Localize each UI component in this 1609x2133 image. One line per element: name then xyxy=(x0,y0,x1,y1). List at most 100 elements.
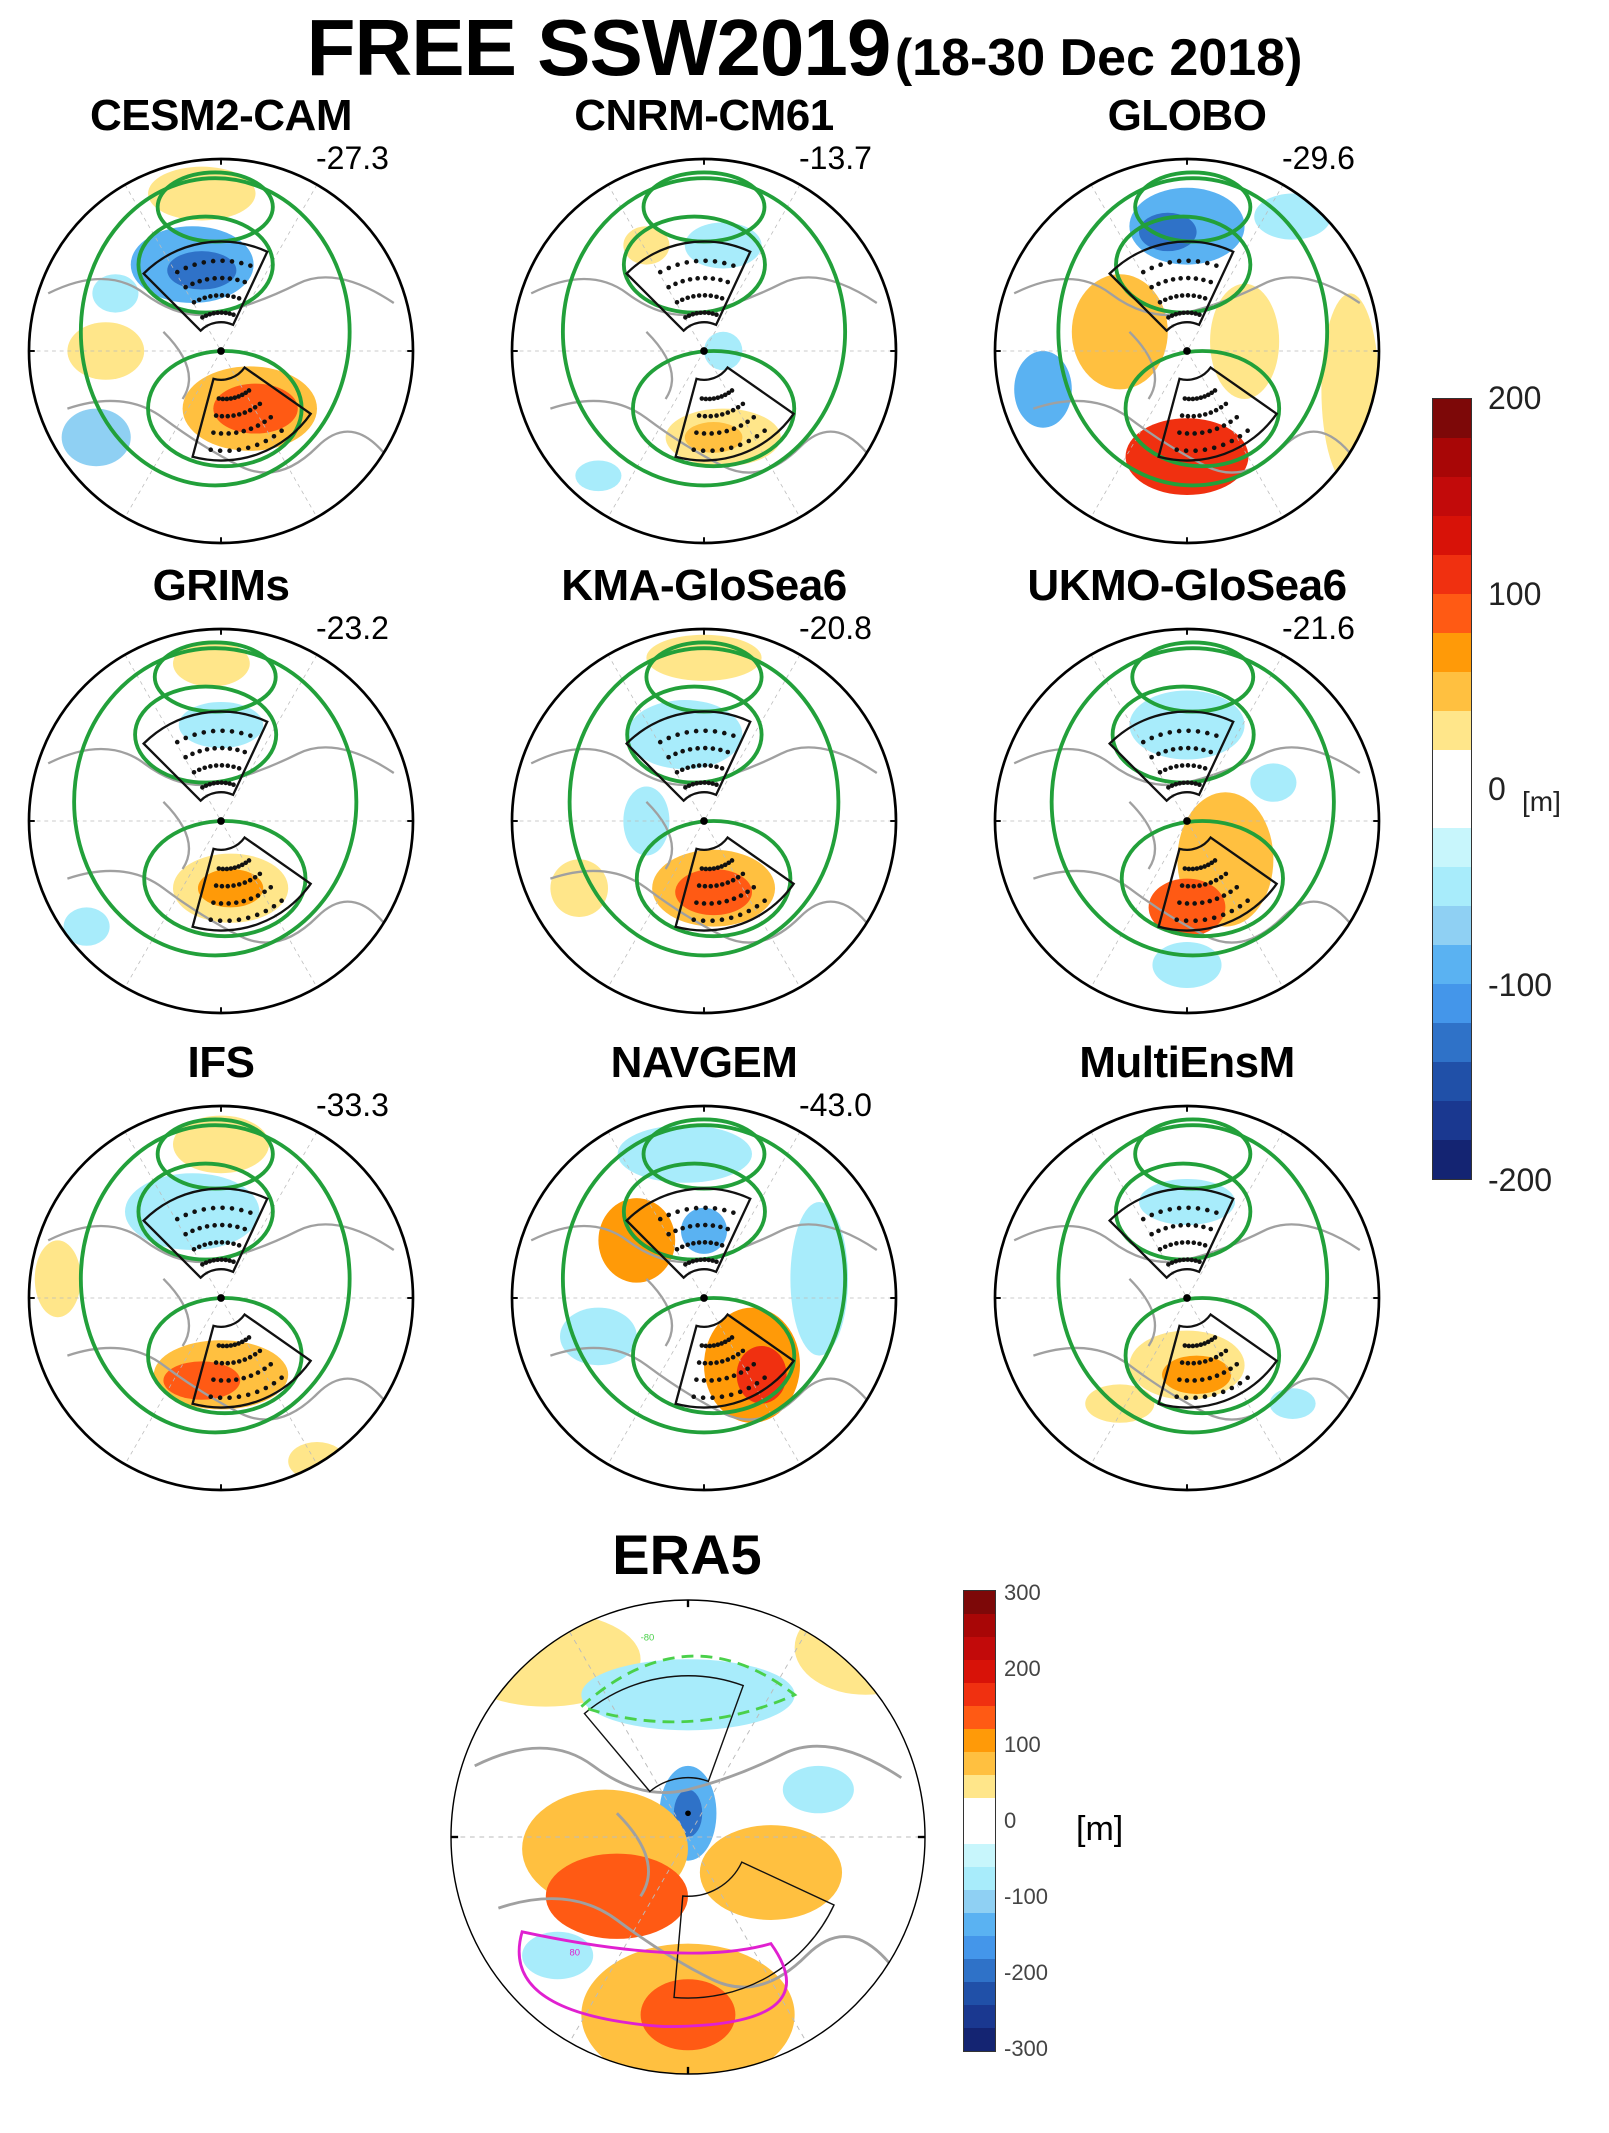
significance-dot xyxy=(248,1210,253,1215)
panel-title: UKMO-GloSea6 xyxy=(1027,561,1347,610)
significance-dot xyxy=(683,1262,688,1267)
significance-dot xyxy=(279,1375,284,1381)
significance-dot xyxy=(715,865,721,870)
significance-dot xyxy=(210,1205,216,1211)
polar-map xyxy=(510,627,898,1015)
significance-dot xyxy=(695,1223,700,1228)
significance-dot xyxy=(1229,1385,1235,1391)
significance-dot xyxy=(1179,413,1185,418)
significance-dot xyxy=(745,1366,750,1372)
significance-dot xyxy=(725,1226,731,1232)
significance-dot xyxy=(696,1360,702,1365)
significance-dot xyxy=(685,295,691,301)
colorbar-tick-label: 0 xyxy=(1488,771,1506,807)
significance-dot xyxy=(718,747,723,753)
contour-line xyxy=(631,349,797,469)
era5-map: -80 80 xyxy=(450,1599,926,2075)
significance-dot xyxy=(236,1359,242,1364)
significance-dot xyxy=(684,730,690,735)
north-pole-marker xyxy=(685,1810,691,1817)
significance-dot xyxy=(1189,1257,1194,1263)
significance-dot xyxy=(731,1373,737,1379)
significance-dot xyxy=(1199,430,1205,435)
significance-dot xyxy=(1193,918,1198,924)
significance-dot xyxy=(1182,1343,1188,1348)
significance-dot xyxy=(246,388,252,393)
colorbar-bin xyxy=(1433,672,1471,711)
significance-dot xyxy=(235,747,240,753)
significance-dot xyxy=(1197,413,1202,418)
significance-dot xyxy=(666,1231,671,1237)
significance-dot xyxy=(751,1361,757,1367)
anomaly-shading xyxy=(623,226,670,265)
region-sector-box xyxy=(673,1861,835,1999)
significance-dot xyxy=(1185,1257,1190,1262)
significance-dot xyxy=(1208,279,1214,285)
significance-dot xyxy=(680,748,685,754)
meridian-line xyxy=(124,654,318,988)
north-pole-marker xyxy=(700,347,708,355)
significance-dot xyxy=(719,1243,725,1248)
significance-dot xyxy=(716,1377,722,1382)
significance-dot xyxy=(1197,764,1202,770)
significance-dot xyxy=(718,1224,723,1230)
significance-dot xyxy=(703,866,709,872)
significance-dot xyxy=(227,311,232,316)
significance-dot xyxy=(1173,311,1179,317)
significance-dot xyxy=(687,277,693,282)
region-sector-box xyxy=(1157,365,1279,462)
significance-dot xyxy=(1167,1207,1173,1212)
significance-dot xyxy=(715,395,721,400)
significance-dot xyxy=(262,889,267,895)
significance-dot xyxy=(226,901,231,906)
significance-dot xyxy=(229,1206,235,1211)
region-sector-box xyxy=(1107,710,1235,803)
significance-dot xyxy=(683,315,688,320)
significance-dot xyxy=(729,388,735,393)
north-pole-marker xyxy=(217,347,225,355)
significance-dot xyxy=(696,1240,702,1245)
significance-dot xyxy=(211,1377,216,1382)
significance-dot xyxy=(735,404,741,410)
significance-dot xyxy=(1162,1244,1168,1250)
significance-dot xyxy=(1174,1394,1180,1400)
significance-dot xyxy=(1228,1366,1233,1372)
significance-dot xyxy=(1158,262,1163,268)
significance-dot xyxy=(696,293,702,298)
significance-dot xyxy=(183,735,189,741)
significance-dot xyxy=(711,866,717,871)
significance-dot xyxy=(197,1225,202,1231)
significance-dot xyxy=(236,296,242,301)
significance-dot xyxy=(211,430,216,435)
significance-dot xyxy=(1202,864,1207,869)
significance-dot xyxy=(1193,1395,1198,1401)
significance-dot xyxy=(233,430,239,435)
significance-dot xyxy=(271,433,277,439)
significance-dot xyxy=(1173,781,1179,787)
significance-dot xyxy=(1197,1241,1202,1247)
significance-dot xyxy=(719,394,724,399)
panel-title: GLOBO xyxy=(1107,91,1267,140)
north-pole-marker xyxy=(700,1294,708,1302)
significance-dot xyxy=(721,1207,727,1213)
panel-value: -21.6 xyxy=(1282,610,1355,646)
significance-dot xyxy=(1245,898,1250,904)
significance-dot xyxy=(190,281,195,287)
significance-dot xyxy=(1174,764,1179,769)
significance-dot xyxy=(1218,404,1224,410)
significance-dot xyxy=(1157,299,1163,305)
contour-label: -80 xyxy=(641,1632,655,1643)
significance-dot xyxy=(702,1257,707,1262)
significance-dot xyxy=(1179,883,1185,888)
significance-dot xyxy=(710,448,715,454)
colorbar-bin xyxy=(964,1775,995,1798)
anomaly-shading xyxy=(34,1240,81,1318)
significance-dot xyxy=(666,1212,672,1218)
colorbar-bin xyxy=(964,1752,995,1775)
significance-dot xyxy=(252,404,258,410)
north-pole-marker xyxy=(700,817,708,825)
significance-dot xyxy=(246,1335,252,1340)
significance-dot xyxy=(248,1373,254,1379)
meridian-line xyxy=(607,1131,801,1465)
significance-dot xyxy=(213,413,219,418)
